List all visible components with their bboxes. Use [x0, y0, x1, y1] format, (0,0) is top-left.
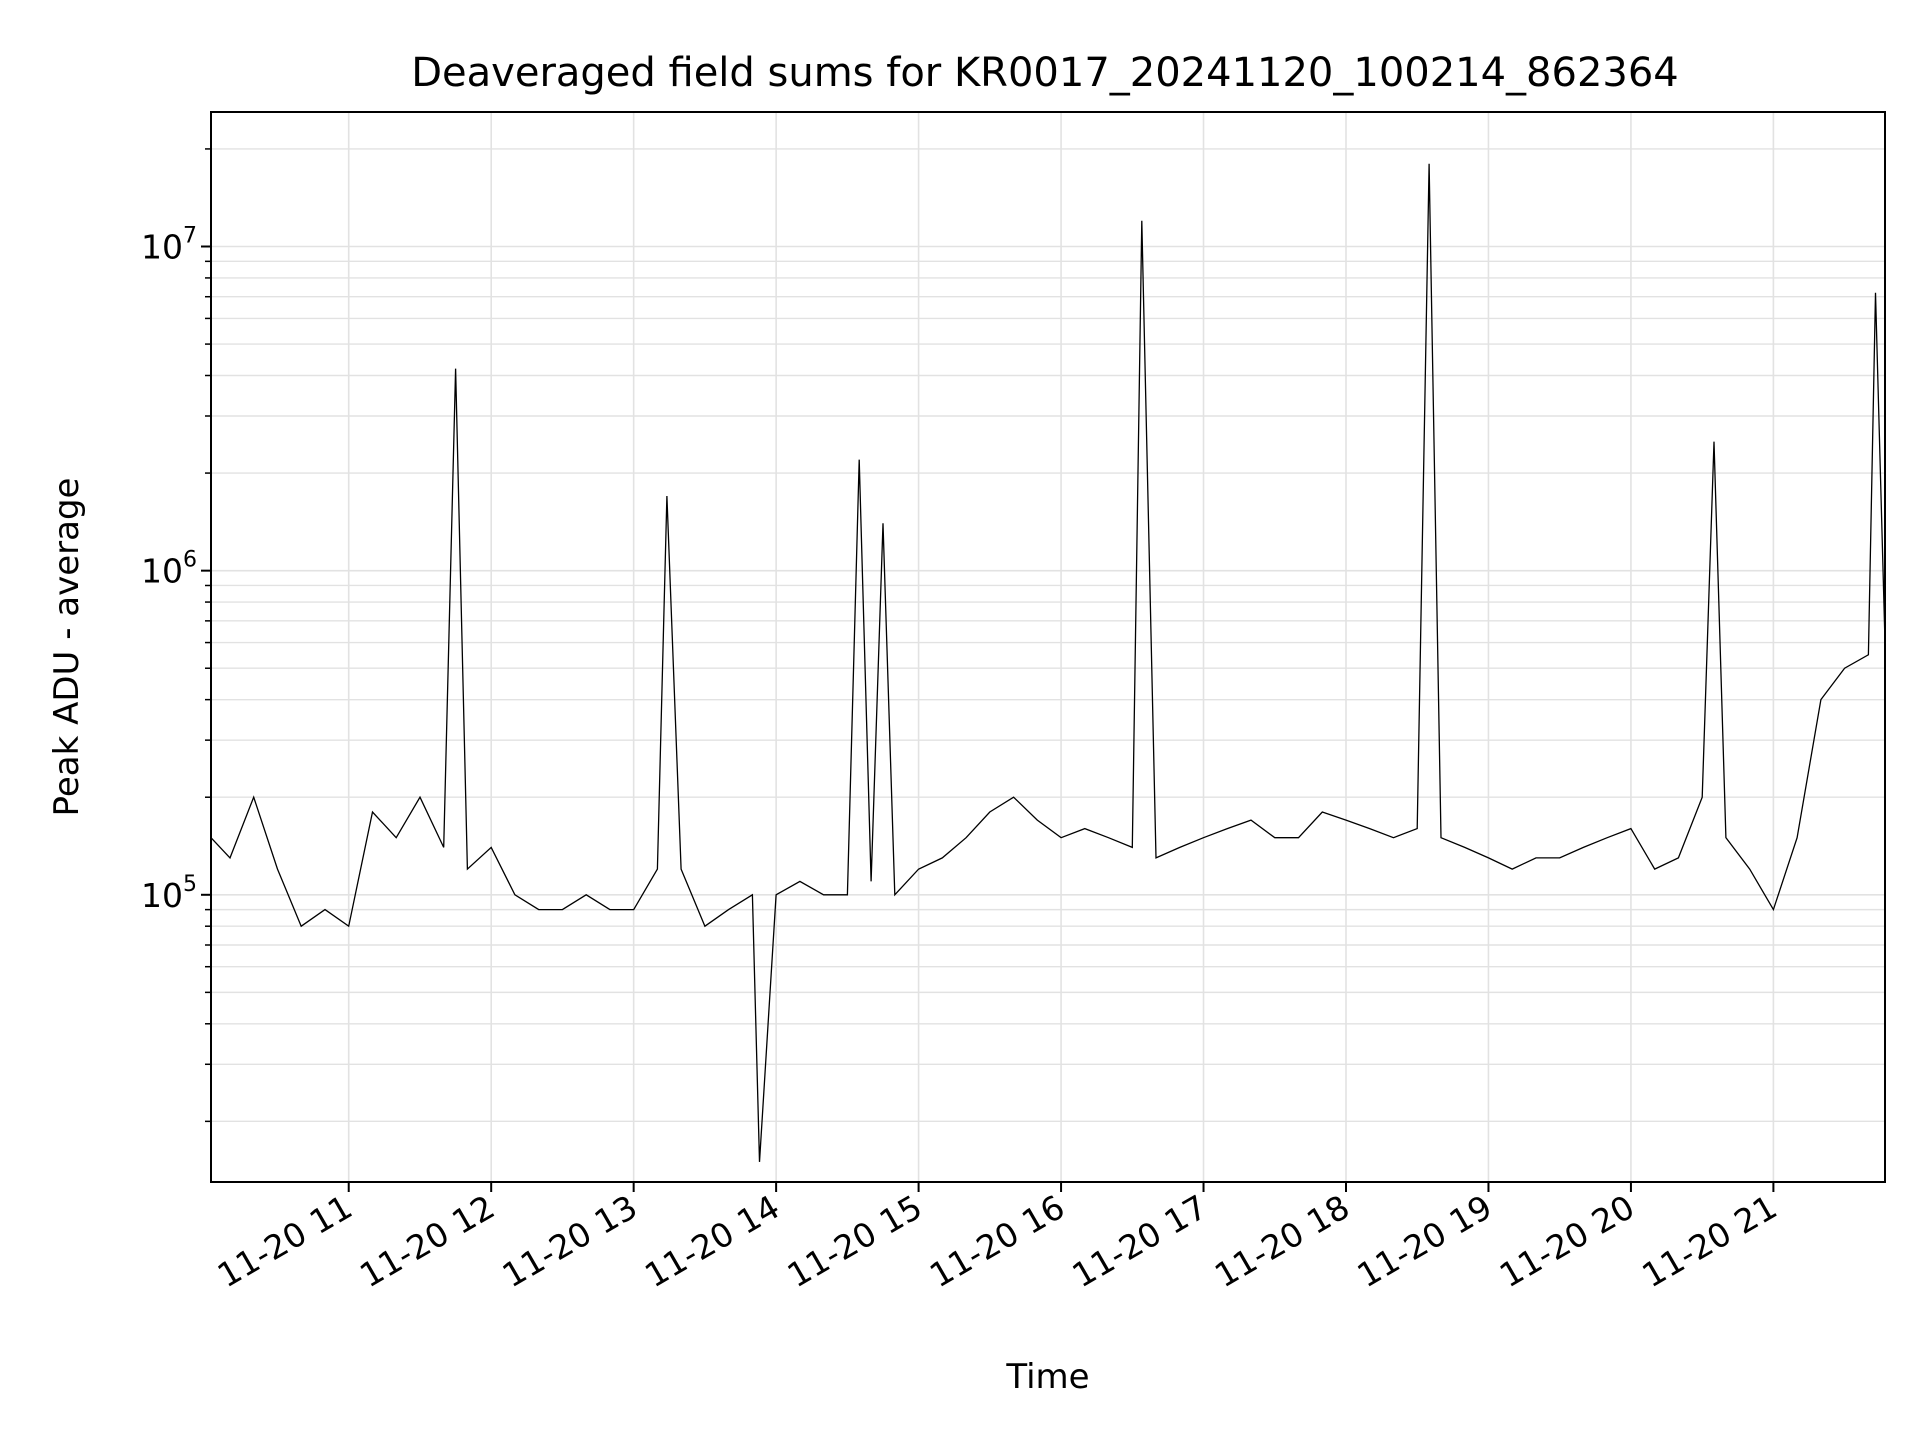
plot-area: [210, 163, 1886, 1162]
axes-frame: [210, 111, 1886, 1183]
y-tick-label: 107: [141, 224, 197, 267]
chart-title: Deaveraged field sums for KR0017_2024112…: [411, 50, 1679, 96]
y-tick-label: 106: [141, 548, 197, 591]
y-tick-label: 105: [141, 872, 197, 915]
y-axis-ticks: 105 106 107: [141, 148, 211, 1123]
x-axis-label: Time: [1005, 1357, 1089, 1397]
grid: [211, 112, 1885, 1182]
series-line: [210, 163, 1886, 1162]
y-axis-label: Peak ADU - average: [47, 478, 87, 817]
